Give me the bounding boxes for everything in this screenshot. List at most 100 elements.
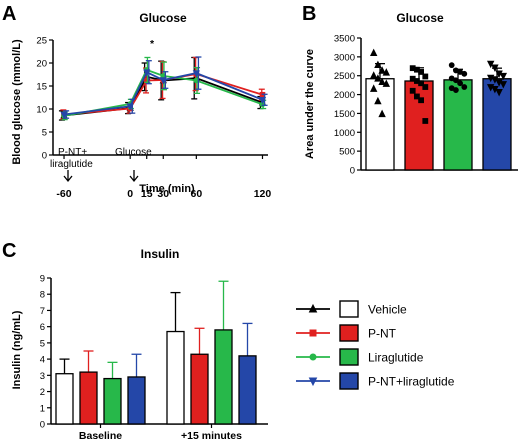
data-point	[491, 64, 499, 72]
data-point	[422, 84, 429, 90]
data-point	[369, 71, 378, 79]
bar	[79, 371, 98, 425]
legend-swatch	[339, 324, 359, 342]
annotation-glucose: Glucose	[115, 147, 152, 158]
chart-a-ytick-label: 20	[36, 59, 47, 70]
chart-a-xtick-label: 15	[141, 188, 153, 200]
data-point	[378, 109, 386, 118]
bar	[127, 376, 146, 425]
chart-b-title: Glucose	[396, 11, 444, 25]
data-point	[457, 80, 464, 87]
data-point	[422, 118, 429, 124]
data-point	[453, 77, 459, 84]
chart-b-ytick-label: 3000	[334, 52, 355, 63]
data-point	[499, 81, 508, 89]
bar	[214, 329, 233, 425]
legend-label: P-NT+liraglutide	[368, 375, 455, 389]
data-point	[486, 60, 495, 69]
chart-a-series	[58, 56, 268, 121]
data-point	[374, 96, 382, 105]
chart-b-ytick-label: 3500	[334, 34, 355, 45]
legend-marker	[309, 353, 317, 361]
chart-a-xtick-label: 30	[157, 188, 169, 200]
chart-a-ytick-label: 25	[36, 36, 47, 47]
bar	[443, 79, 473, 171]
data-point	[418, 97, 425, 104]
legend-swatch	[339, 300, 359, 318]
chart-c-ytick-label: 5	[40, 338, 45, 349]
data-point	[258, 97, 267, 105]
chart-c-xtick-label: Baseline	[79, 430, 122, 442]
panel-a: A Glucose Blood glucose (mmol/L) Time (m…	[2, 3, 271, 200]
chart-a-title: Glucose	[139, 11, 187, 25]
legend-label: Liraglutide	[368, 351, 424, 365]
chart-a-ylabel: Blood glucose (mmol/L)	[11, 39, 23, 165]
chart-a-axes: 0 5 10 15 20 25 -60 0 15 30 60 120	[36, 36, 271, 201]
legend-marker	[309, 329, 317, 337]
panel-letter-b: B	[302, 3, 316, 25]
data-point	[192, 70, 200, 78]
data-point	[159, 77, 167, 85]
legend-label: Vehicle	[368, 303, 407, 317]
data-point	[418, 80, 425, 87]
data-point	[499, 72, 508, 81]
panel-c: C Insulin Insulin (ng/mL) 0 1 2 3 4 5 6 7 8 9 Base…	[2, 240, 268, 442]
chart-b-ylabel: Area under the curve	[304, 49, 316, 159]
data-point	[374, 60, 382, 69]
data-point	[143, 69, 151, 77]
chart-c-ytick-label: 6	[40, 322, 45, 333]
bar	[238, 355, 257, 425]
chart-b-ytick-label: 1000	[334, 128, 355, 139]
series-line	[63, 68, 263, 117]
data-point	[422, 73, 429, 80]
bar	[55, 373, 74, 425]
data-point	[378, 77, 386, 86]
legend-marker	[308, 377, 318, 387]
series-line	[63, 71, 263, 116]
chart-c-ytick-label: 2	[40, 387, 45, 398]
chart-a-ytick-label: 15	[36, 82, 47, 93]
data-point	[495, 89, 503, 97]
legend: Vehicle P-NT Liraglutide P-NT+liraglutide	[296, 300, 455, 390]
chart-c-ytick-label: 0	[40, 420, 45, 431]
chart-a-ytick-label: 10	[36, 105, 47, 116]
arrow-down-icon	[63, 170, 73, 183]
chart-b-ytick-label: 0	[350, 166, 355, 177]
chart-a-xtick-label: 120	[254, 188, 272, 200]
chart-b-ytick-label: 1500	[334, 109, 355, 120]
chart-c-xtick-label: +15 minutes	[181, 430, 242, 442]
legend-marker	[308, 303, 318, 313]
chart-c-ytick-label: 1	[40, 403, 45, 414]
chart-c-title: Insulin	[141, 247, 180, 261]
legend-label: P-NT	[368, 327, 397, 341]
chart-b-ytick-label: 2000	[334, 90, 355, 101]
annotation-pnt-plus: P-NT+	[58, 147, 87, 158]
annotation-liraglutide: liraglutide	[50, 159, 93, 170]
chart-a-xtick-label: 0	[127, 188, 133, 200]
chart-c-axes: 0 1 2 3 4 5 6 7 8 9 Baseline +15 minutes	[40, 274, 268, 442]
data-point	[453, 87, 459, 93]
chart-b-ytick-label: 500	[339, 147, 355, 158]
arrow-down-icon	[129, 170, 139, 183]
data-point	[60, 111, 68, 119]
bar	[190, 353, 209, 425]
chart-c-ytick-label: 7	[40, 306, 45, 317]
data-point	[382, 79, 391, 87]
data-point	[369, 84, 378, 92]
chart-b-ytick-label: 2500	[334, 71, 355, 82]
chart-a-xtick-label: -60	[56, 188, 71, 200]
legend-swatch	[339, 372, 359, 390]
data-point	[409, 87, 416, 94]
data-point	[378, 66, 386, 74]
legend-swatch	[339, 348, 359, 366]
chart-c-ytick-label: 4	[40, 355, 45, 366]
chart-a-ytick-label: 0	[42, 151, 47, 162]
data-point	[369, 48, 378, 56]
chart-c-bars	[55, 280, 257, 425]
data-point	[418, 69, 425, 75]
panel-b: B Glucose Area under the curve 0 500 1000 1…	[302, 3, 518, 177]
bar	[482, 78, 512, 171]
data-point	[126, 103, 134, 111]
chart-a-xlabel: Time (min)	[139, 183, 195, 195]
